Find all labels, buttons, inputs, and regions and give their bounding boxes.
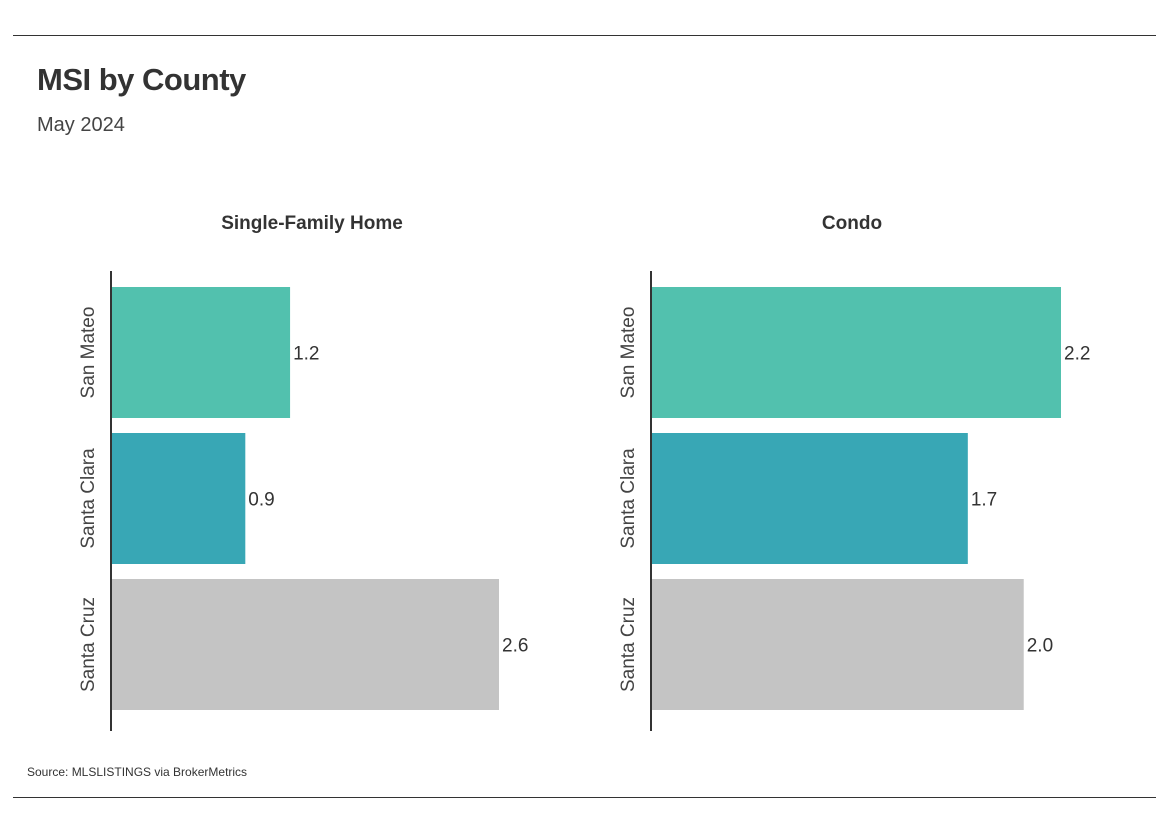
top-rule [13, 35, 1156, 36]
panel-single-family-home: Single-Family Home 1.2 San Mateo 0.9 Santa C… [78, 213, 528, 731]
value-label-san-mateo: 2.2 [1064, 344, 1090, 365]
bar-santa-clara [111, 433, 246, 564]
category-label-santa-cruz: Santa Cruz [618, 597, 639, 692]
bottom-rule [13, 797, 1156, 798]
bar-santa-clara [651, 433, 968, 564]
bar-santa-cruz [111, 579, 499, 710]
panel-condo: Condo 2.2 San Mateo 1.7 Santa Clara 2.0 Santa … [618, 213, 1090, 731]
category-label-santa-cruz: Santa Cruz [78, 597, 99, 692]
category-label-santa-clara: Santa Clara [618, 448, 639, 549]
value-label-santa-cruz: 2.0 [1027, 636, 1053, 657]
category-label-santa-clara: Santa Clara [78, 448, 99, 549]
bar-san-mateo [651, 287, 1061, 418]
value-label-santa-clara: 0.9 [248, 490, 274, 511]
source-note: Source: MLSLISTINGS via BrokerMetrics [27, 765, 248, 779]
category-label-san-mateo: San Mateo [618, 307, 639, 399]
value-label-santa-clara: 1.7 [971, 490, 997, 511]
value-label-san-mateo: 1.2 [293, 344, 319, 365]
chart-title: MSI by County [37, 62, 246, 97]
bar-santa-cruz [651, 579, 1024, 710]
panel-title-single-family-home: Single-Family Home [221, 213, 403, 234]
value-label-santa-cruz: 2.6 [502, 636, 528, 657]
bar-san-mateo [111, 287, 291, 418]
panel-title-condo: Condo [822, 213, 882, 234]
chart-subtitle: May 2024 [37, 114, 125, 136]
category-label-san-mateo: San Mateo [78, 307, 99, 399]
